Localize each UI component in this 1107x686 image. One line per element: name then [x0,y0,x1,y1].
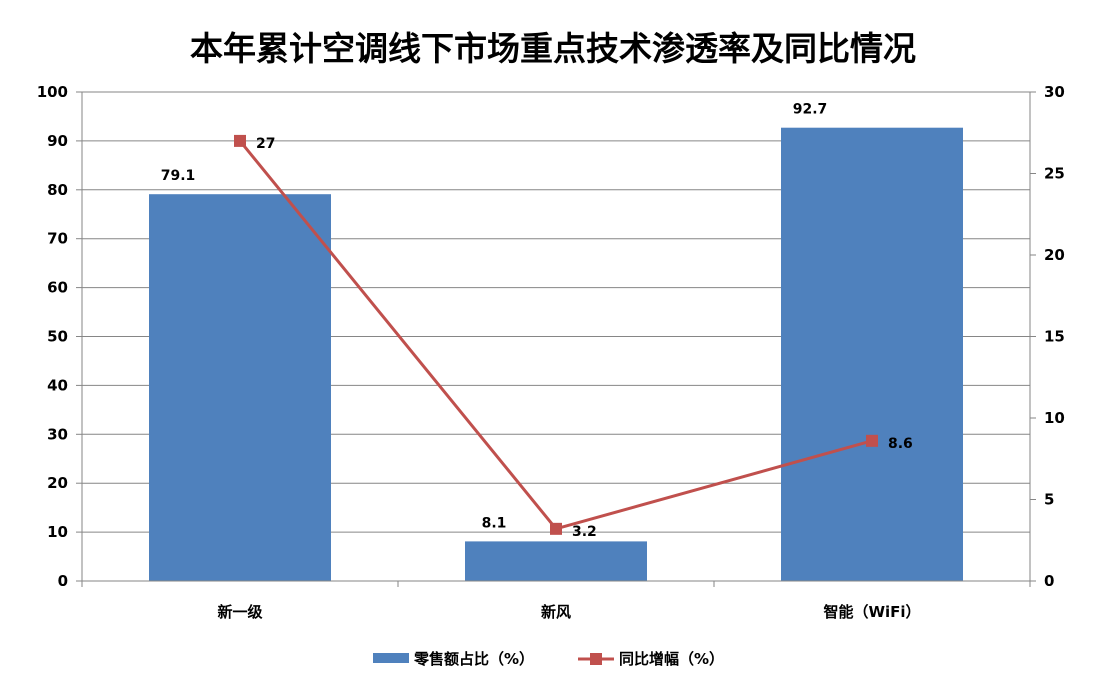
y-left-tick-label: 80 [47,181,68,199]
bar [465,541,647,581]
legend-label-bar: 零售额占比（%） [413,650,534,668]
y-left-tick-label: 40 [47,376,68,394]
bar-data-label: 79.1 [161,168,196,184]
y-right-tick-label: 5 [1044,491,1054,509]
y-right-tick-label: 10 [1044,409,1065,427]
bar-data-label: 8.1 [482,515,507,531]
x-tick-label: 新一级 [217,603,263,621]
y-left-tick-label: 20 [47,474,68,492]
axes: 0 10 20 30 40 50 60 70 80 90 100 0 5 10 15 20 25 30 新一级 新风 智… [37,83,1065,621]
y-left-tick-label: 0 [58,572,68,590]
y-left-tick-label: 90 [47,132,68,150]
bar [781,127,963,582]
line-point [234,134,246,147]
y-left-tick-label: 30 [47,425,68,443]
x-tick-label: 智能（WiFi） [823,603,920,621]
legend-swatch-bar [373,653,409,663]
legend: 零售额占比（%） 同比增幅（%） [373,650,724,668]
series-line [238,139,873,531]
bar-data-label: 92.7 [793,102,828,118]
bar [149,194,331,582]
y-left-tick-label: 100 [37,83,68,101]
line-series [234,134,878,535]
chart-title: 本年累计空调线下市场重点技术渗透率及同比情况 [190,29,916,68]
line-data-label: 3.2 [572,524,597,540]
y-right-tick-label: 0 [1044,572,1054,590]
y-left-tick-label: 50 [47,328,68,346]
data-labels: 79.1 8.1 92.7 27 3.2 8.6 [161,102,913,540]
legend-label-line: 同比增幅（%） [619,650,724,668]
x-tick-label: 新风 [541,603,571,621]
y-left-tick-label: 70 [47,230,68,248]
y-right-tick-label: 15 [1044,328,1065,346]
y-right-tick-label: 20 [1044,246,1065,264]
y-right-tick-label: 25 [1044,165,1065,183]
bar-series [149,127,963,582]
legend-marker-line [590,653,602,665]
line-data-label: 27 [256,136,275,152]
line-data-label: 8.6 [888,436,913,452]
y-right-tick-label: 30 [1044,83,1065,101]
y-left-tick-label: 60 [47,279,68,297]
line-point [550,522,562,535]
y-left-tick-label: 10 [47,523,68,541]
line-point [866,434,878,447]
